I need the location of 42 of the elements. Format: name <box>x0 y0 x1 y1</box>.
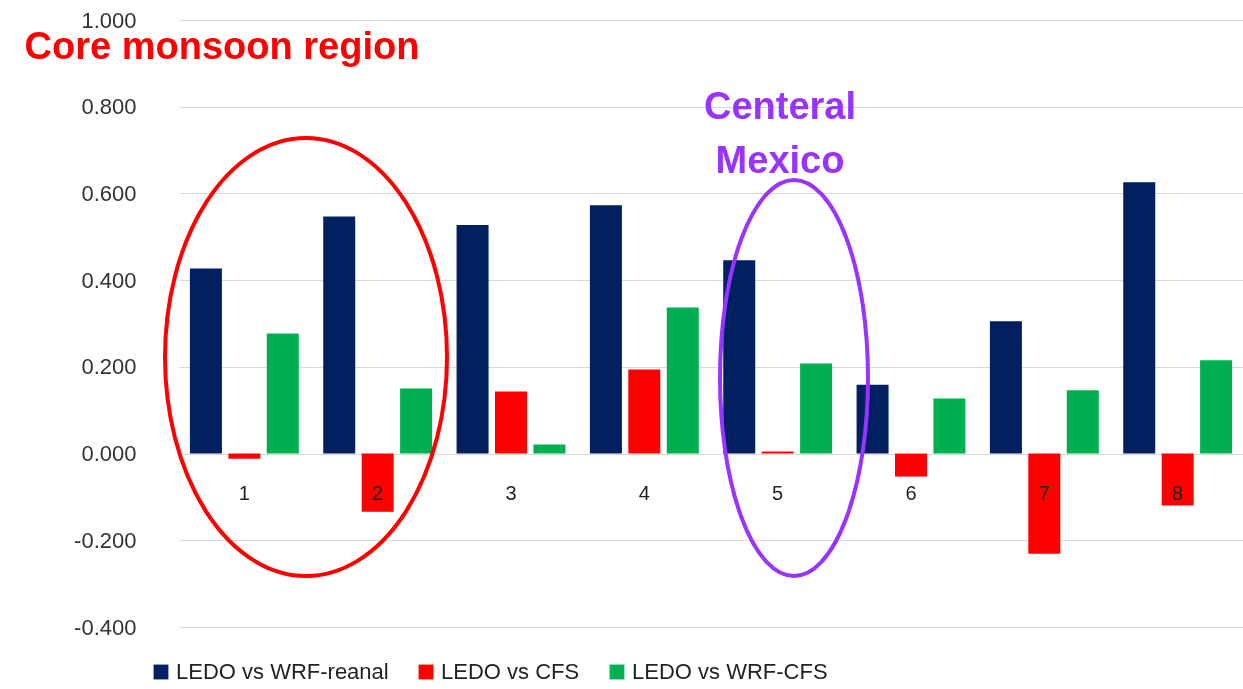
bar <box>666 307 699 454</box>
bar <box>933 398 966 454</box>
y-tick-label: 0.200 <box>81 354 137 380</box>
y-tick-label: -0.200 <box>74 527 137 553</box>
x-tick-label: 2 <box>372 482 384 505</box>
bar <box>895 453 927 477</box>
y-tick-label: 0.600 <box>81 180 137 206</box>
x-tick-label: 4 <box>638 482 650 505</box>
legend-label: LEDO vs WRF-reanal <box>176 659 389 684</box>
bar <box>761 451 794 454</box>
bar <box>361 453 394 512</box>
annotation: Centeral Mexico <box>703 85 857 181</box>
bar <box>533 444 566 454</box>
bar <box>1066 390 1099 454</box>
bar <box>323 216 356 454</box>
x-tick-label: 1 <box>238 482 250 505</box>
bar <box>1161 453 1194 506</box>
x-tick-label: 3 <box>505 482 517 505</box>
bar <box>1028 453 1061 554</box>
bar <box>266 333 299 454</box>
bar <box>400 388 433 454</box>
x-tick-label: 7 <box>1038 482 1050 505</box>
bar <box>723 260 756 454</box>
bar <box>589 205 622 454</box>
x-tick-label: 6 <box>905 482 917 505</box>
y-tick-label: -0.400 <box>74 614 137 640</box>
bar <box>1123 182 1156 454</box>
bar <box>189 268 222 454</box>
bar <box>628 369 661 454</box>
legend-label: LEDO vs WRF-CFS <box>632 659 828 684</box>
bar <box>989 321 1022 454</box>
bar <box>228 453 261 459</box>
x-tick-label: 5 <box>772 482 784 505</box>
legend-label: LEDO vs CFS <box>441 659 580 684</box>
y-tick-label: 0.800 <box>81 94 137 120</box>
x-tick-label: 8 <box>1172 482 1184 505</box>
bar <box>495 391 527 454</box>
bar <box>800 363 833 454</box>
bar <box>1200 360 1233 454</box>
y-tick-label: 0.400 <box>81 267 137 293</box>
bar <box>456 225 489 454</box>
y-tick-label: 0.000 <box>81 441 137 467</box>
